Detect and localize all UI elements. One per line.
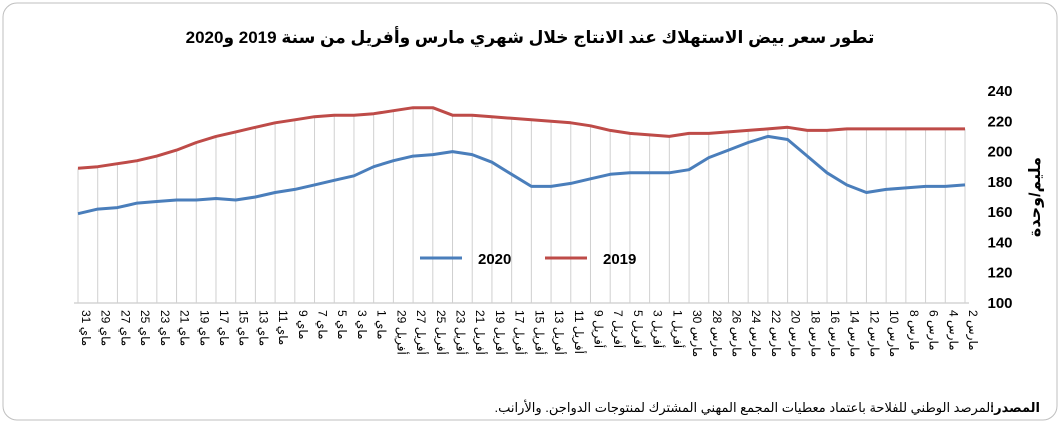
x-tick-label: 27 أفريل (413, 310, 429, 355)
x-tick-label: 25 أفريل (433, 310, 449, 355)
x-tick-label: 15 أفريل (531, 310, 547, 355)
x-tick-label: 18 مارس (807, 310, 822, 357)
x-tick-label: 3 ماي (355, 310, 369, 340)
x-tick-label: 24 مارس (748, 310, 763, 357)
x-tick-label: 19 أفريل (492, 310, 508, 355)
x-tick-label: 7 ماي (316, 310, 330, 340)
x-tick-label: 9 ماي (296, 310, 310, 340)
x-tick-label: 20 مارس (788, 310, 803, 357)
x-tick-label: 28 مارس (709, 310, 724, 357)
series-line (77, 134, 966, 216)
x-tick-label: 11 أفريل (571, 310, 587, 354)
x-tick-label: 31 ماي (79, 310, 93, 346)
x-tick-label: 5 أفريل (630, 310, 646, 348)
x-tick-label: 15 ماي (237, 310, 251, 346)
legend-label: 2020 (478, 251, 511, 268)
x-tick-label: 8 مارس (906, 310, 921, 351)
x-tick-label: 2 مارس (965, 310, 980, 351)
x-tick-label: 3 أفريل (650, 310, 666, 348)
x-tick-label: 14 مارس (847, 310, 862, 357)
x-tick-label: 7 أفريل (610, 310, 626, 348)
source-label: المصدر: (990, 400, 1040, 415)
x-tick-label: 13 ماي (256, 310, 270, 346)
x-tick-label: 1 ماي (375, 310, 389, 340)
y-tick-label: 160 (987, 204, 1012, 221)
x-tick-label: 4 مارس (945, 310, 960, 351)
x-tick-label: 23 ماي (158, 310, 172, 346)
x-tick-label: 6 مارس (926, 310, 941, 351)
x-tick-label: 11 ماي (276, 310, 290, 345)
x-tick-label: 12 مارس (866, 310, 881, 357)
legend-label: 2019 (603, 251, 636, 268)
x-tick-label: 25 ماي (138, 310, 152, 346)
x-tick-label: 16 مارس (827, 310, 842, 357)
x-tick-label: 21 ماي (178, 310, 192, 346)
source-text: المرصد الوطني للفلاحة باعتماد معطيات الم… (494, 399, 993, 416)
source-note: المصدر:المرصد الوطني للفلاحة باعتماد معط… (494, 399, 1040, 416)
x-tick-label: 1 أفريل (669, 310, 685, 348)
x-tick-label: 26 مارس (728, 310, 743, 357)
x-tick-label: 21 أفريل (472, 310, 488, 355)
x-tick-label: 17 أفريل (512, 310, 528, 355)
x-tick-label: 17 ماي (217, 310, 231, 346)
series-line (77, 106, 965, 170)
x-tick-label: 10 مارس (886, 310, 901, 357)
y-tick-label: 100 (987, 295, 1012, 312)
x-tick-label: 29 ماي (99, 310, 113, 346)
y-axis-title: مليم/وحدة (1027, 157, 1044, 237)
y-tick-label: 240 (987, 83, 1012, 100)
x-tick-label: 23 أفريل (453, 310, 469, 355)
x-tick-label: 13 أفريل (551, 310, 567, 355)
x-tick-label: 19 ماي (197, 310, 211, 346)
y-tick-label: 220 (987, 113, 1012, 130)
y-tick-label: 180 (987, 174, 1012, 191)
x-tick-label: 29 أفريل (393, 310, 409, 355)
x-tick-label: 9 أفريل (590, 310, 606, 348)
chart-title: تطور سعر بيض الاستهلاك عند الانتاج خلال … (186, 26, 875, 48)
x-tick-label: 30 مارس (689, 310, 704, 357)
x-tick-label: 22 مارس (768, 310, 783, 357)
y-tick-label: 200 (987, 144, 1012, 161)
y-tick-label: 140 (987, 234, 1012, 251)
y-tick-label: 120 (987, 265, 1012, 282)
x-tick-label: 27 ماي (118, 310, 132, 346)
x-tick-label: 5 ماي (335, 310, 349, 340)
